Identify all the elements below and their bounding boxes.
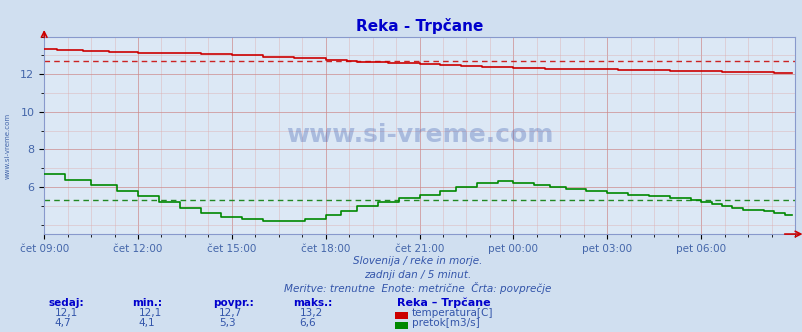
Text: 4,1: 4,1: [139, 318, 156, 328]
Text: 4,7: 4,7: [55, 318, 71, 328]
Text: Meritve: trenutne  Enote: metrične  Črta: povprečje: Meritve: trenutne Enote: metrične Črta: …: [284, 282, 550, 294]
Text: www.si-vreme.com: www.si-vreme.com: [286, 123, 553, 147]
Text: Reka – Trpčane: Reka – Trpčane: [397, 297, 491, 308]
Text: sedaj:: sedaj:: [48, 298, 83, 308]
Text: 12,1: 12,1: [139, 308, 162, 318]
Title: Reka - Trpčane: Reka - Trpčane: [355, 18, 483, 34]
Text: 13,2: 13,2: [299, 308, 322, 318]
Text: 5,3: 5,3: [219, 318, 236, 328]
Text: www.si-vreme.com: www.si-vreme.com: [5, 113, 11, 179]
Text: 6,6: 6,6: [299, 318, 316, 328]
Text: pretok[m3/s]: pretok[m3/s]: [411, 318, 479, 328]
Text: Slovenija / reke in morje.: Slovenija / reke in morje.: [352, 256, 482, 266]
Text: temperatura[C]: temperatura[C]: [411, 308, 492, 318]
Text: 12,7: 12,7: [219, 308, 242, 318]
Text: zadnji dan / 5 minut.: zadnji dan / 5 minut.: [363, 270, 471, 280]
Text: 12,1: 12,1: [55, 308, 78, 318]
Text: povpr.:: povpr.:: [213, 298, 253, 308]
Text: maks.:: maks.:: [293, 298, 332, 308]
Text: min.:: min.:: [132, 298, 162, 308]
